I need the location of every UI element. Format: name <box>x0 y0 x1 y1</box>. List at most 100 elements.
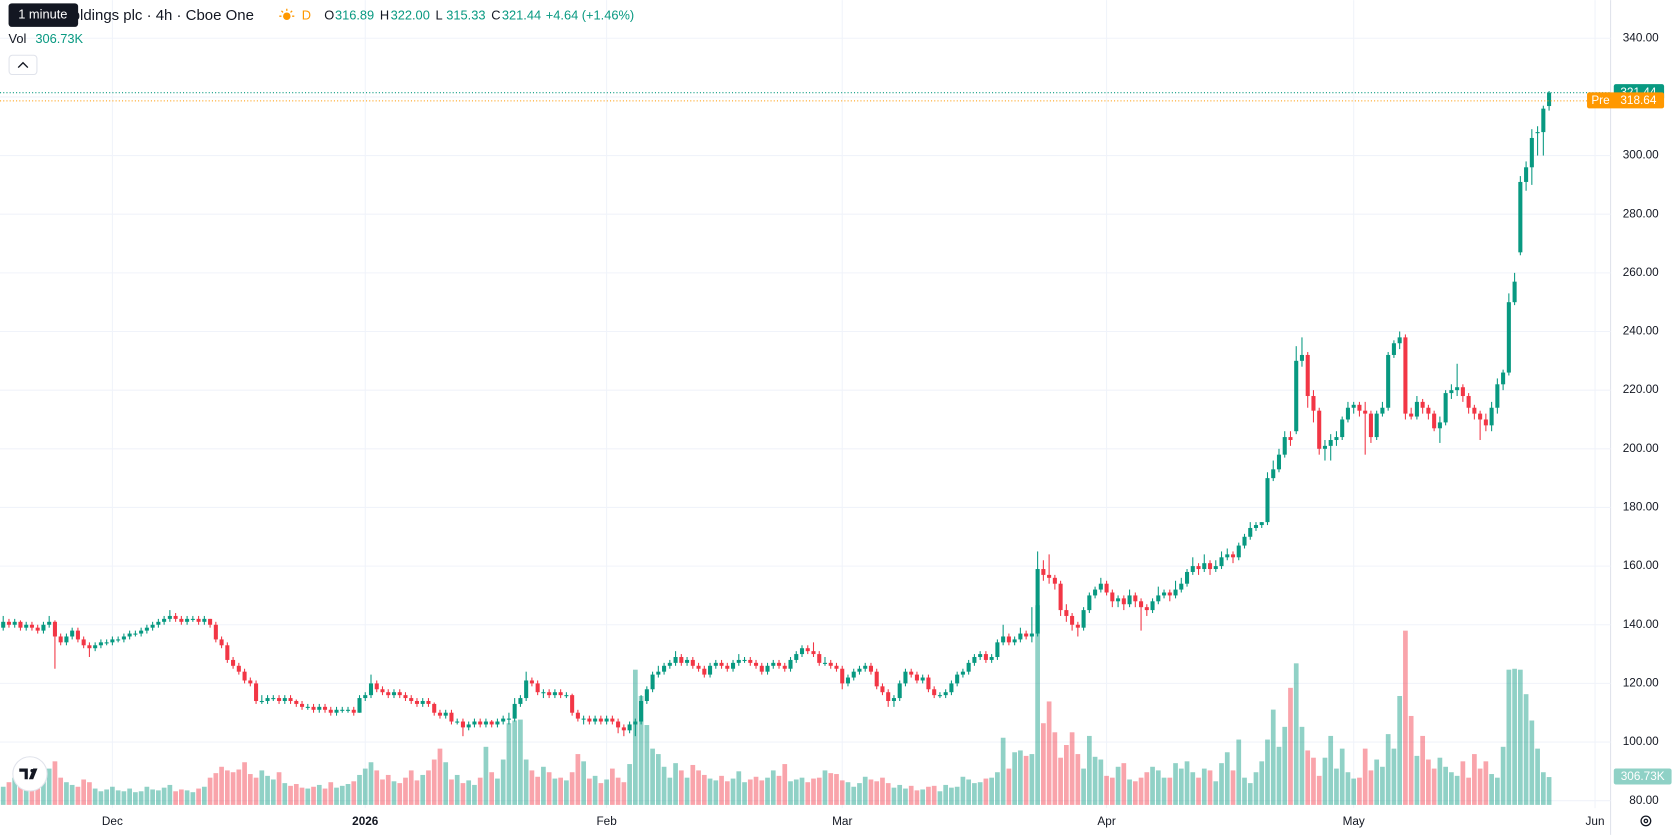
volume-bar <box>138 791 144 805</box>
volume-bar <box>845 782 851 805</box>
volume-bar <box>23 784 29 805</box>
volume-bar <box>420 774 426 805</box>
candle-body <box>1018 633 1023 640</box>
volume-bar <box>673 763 678 805</box>
volume-bar <box>397 783 403 805</box>
candle-body <box>742 659 747 662</box>
candle-body <box>6 621 11 625</box>
candle-body <box>1 621 6 628</box>
candle-body <box>1006 636 1011 643</box>
volume-bar <box>219 766 224 805</box>
volume-bar <box>1316 775 1322 805</box>
volume-bar <box>179 789 184 805</box>
candle-body <box>1495 384 1500 408</box>
volume-bar <box>489 772 495 805</box>
candle-body <box>282 698 287 701</box>
symbol-title[interactable]: oldings plc · 4h · Cboe One <box>72 7 254 24</box>
collapse-button[interactable] <box>8 54 38 76</box>
volume-bar <box>1109 777 1115 805</box>
candle-body <box>35 627 40 631</box>
volume-bar <box>282 783 288 805</box>
candle-body <box>414 700 420 704</box>
candle-body <box>604 718 609 722</box>
candle-body <box>731 662 736 669</box>
volume-bar <box>253 777 259 805</box>
volume-bar <box>1052 732 1058 805</box>
candle-body <box>420 700 425 704</box>
volume-bar <box>374 770 380 805</box>
candle-body <box>219 639 224 646</box>
volume-bar <box>1523 694 1529 805</box>
volume-bar <box>954 786 960 805</box>
candle-body <box>300 703 305 707</box>
volume-bar <box>1247 783 1253 805</box>
volume-bar <box>1512 668 1517 805</box>
volume-bar <box>495 778 500 805</box>
volume-bar <box>213 773 219 805</box>
candle-body <box>495 721 500 725</box>
candle-body <box>1374 413 1379 438</box>
volume-bar <box>839 780 845 805</box>
candle-body <box>512 703 517 719</box>
candle-body <box>242 671 247 681</box>
candle-body <box>1081 610 1086 628</box>
volume-bar <box>1420 735 1426 805</box>
candle-body <box>363 695 368 699</box>
volume-bar <box>35 777 41 805</box>
volume-bar <box>1259 761 1265 805</box>
volume-bar <box>799 777 805 805</box>
volume-bar <box>1018 750 1023 805</box>
candle-body <box>133 633 138 635</box>
volume-bar <box>362 768 368 805</box>
candle-body <box>1535 132 1540 134</box>
volume-bar <box>1276 746 1282 805</box>
candle-body <box>966 662 971 672</box>
market-status-icon[interactable] <box>279 8 295 20</box>
ohlc-fields: O 316.89 H 322.00 L 315.33 C 321.44 <box>324 8 541 23</box>
tradingview-logo[interactable] <box>12 756 48 792</box>
candle-body <box>24 624 29 628</box>
volume-bar <box>1357 777 1362 805</box>
volume-bar <box>41 781 46 805</box>
candle-body <box>52 621 57 637</box>
volume-value: 306.73K <box>35 31 83 46</box>
candle-body <box>236 665 241 672</box>
candle-body <box>75 630 80 640</box>
candle-body <box>1001 636 1006 643</box>
candle-body <box>1012 639 1017 643</box>
volume-bar <box>1201 768 1207 805</box>
volume-bar <box>1230 770 1236 805</box>
candle-body <box>1351 404 1356 408</box>
badge[interactable]: D <box>302 8 311 23</box>
x-tick-label: Feb <box>596 815 617 828</box>
volume-bar <box>1196 777 1201 805</box>
candle-body <box>340 709 345 711</box>
volume-bar <box>730 778 736 805</box>
candle-body <box>1472 407 1477 414</box>
volume-bar <box>328 782 334 805</box>
volume-bar <box>1000 737 1006 805</box>
volume-bar <box>851 786 857 805</box>
settings-button[interactable] <box>1640 815 1652 827</box>
candle-body <box>914 674 919 681</box>
volume-bar <box>345 784 351 805</box>
candle-body <box>1547 92 1552 107</box>
volume-bar <box>1132 781 1138 805</box>
volume-bar <box>173 791 178 805</box>
volume-bar <box>816 777 822 805</box>
candle-body <box>937 695 942 697</box>
candle-body <box>1305 354 1310 397</box>
candle-body <box>874 671 879 687</box>
candle-body <box>759 665 764 672</box>
volume-bar <box>1213 781 1219 805</box>
candle-body <box>1207 563 1213 570</box>
candle-body <box>478 721 483 725</box>
candle-body <box>834 665 839 669</box>
candle-body <box>213 624 218 640</box>
candle-body <box>633 721 638 725</box>
candle-body <box>581 718 586 720</box>
volume-bar <box>1391 748 1397 805</box>
candle-body <box>190 618 195 620</box>
candle-layer <box>1 91 1552 737</box>
